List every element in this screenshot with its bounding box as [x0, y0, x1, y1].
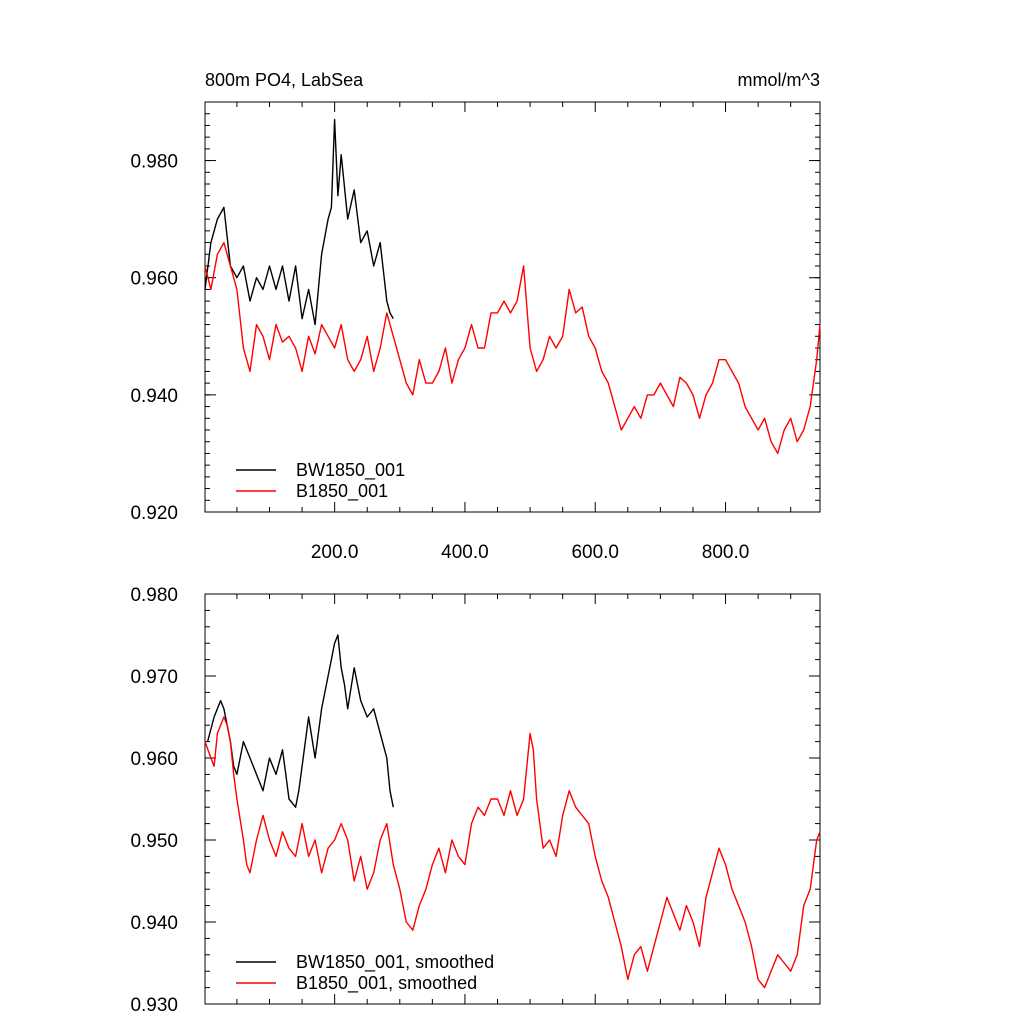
y-tick-label: 0.980: [130, 585, 178, 606]
y-tick-label: 0.940: [130, 386, 178, 407]
x-tick-label: 800.0: [702, 542, 750, 563]
plot-frame: [204, 593, 821, 1005]
chart-title: 800m PO4, LabSea: [205, 70, 364, 90]
y-tick-label: 0.960: [130, 269, 178, 290]
top-panel: 200.0 400.0 600.0 800.0 0.920 0.940 0.960 0.980…: [130, 101, 821, 563]
series-line-b1850-001: [204, 241, 821, 455]
y-tick-label: 0.960: [130, 749, 178, 770]
y-tick-label: 0.970: [130, 667, 178, 688]
legend-label: BW1850_001, smoothed: [296, 952, 494, 973]
legend-label: B1850_001, smoothed: [296, 973, 477, 994]
bottom-panel: 0.930 0.940 0.950 0.960 0.970 0.980 BW1850_001…: [130, 585, 821, 1016]
series-line-bw1850-001-smoothed: [206, 634, 394, 808]
x-tick-label: 200.0: [311, 542, 359, 563]
y-tick-label: 0.950: [130, 831, 178, 852]
legend-label: B1850_001: [296, 481, 388, 502]
x-tick-label: 600.0: [571, 542, 619, 563]
legend-label: BW1850_001: [296, 460, 405, 481]
y-tick-label: 0.930: [130, 995, 178, 1016]
series-line-bw1850-001: [204, 118, 394, 326]
chart-units: mmol/m^3: [738, 70, 820, 90]
y-tick-label: 0.920: [130, 503, 178, 524]
y-tick-label: 0.980: [130, 152, 178, 173]
plot-frame: [204, 101, 821, 513]
series-line-b1850-001-smoothed: [204, 716, 821, 989]
y-tick-label: 0.940: [130, 913, 178, 934]
x-tick-label: 400.0: [441, 542, 489, 563]
